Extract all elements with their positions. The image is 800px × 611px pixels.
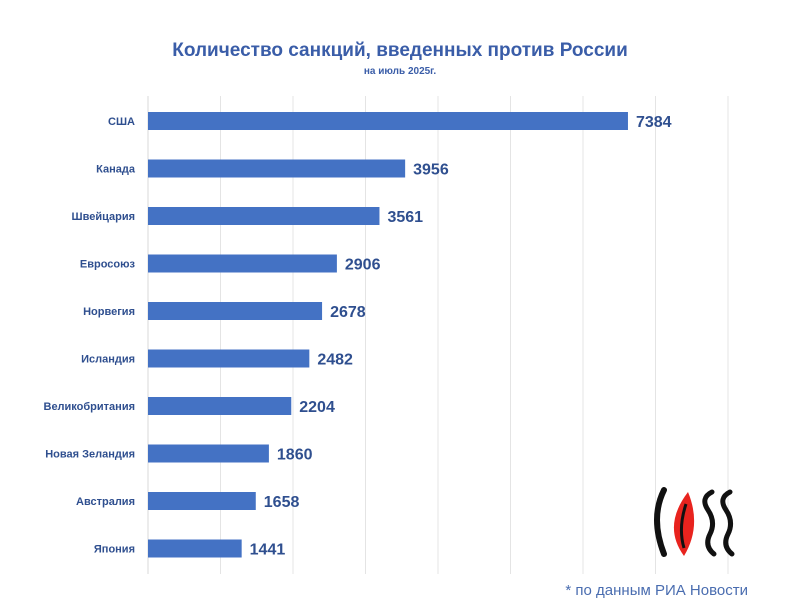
data-label: 3561: [387, 209, 423, 226]
category-label: Швейцария: [72, 211, 135, 223]
bar: [148, 159, 406, 178]
category-label: Великобритания: [44, 401, 136, 413]
data-label: 2678: [330, 304, 366, 321]
category-label: Норвегия: [83, 306, 135, 318]
bar: [148, 492, 256, 510]
data-label: 1441: [250, 542, 286, 559]
data-label: 1860: [277, 447, 313, 464]
category-label: Евросоюз: [80, 259, 136, 271]
bar: [148, 302, 323, 320]
cross-logo-icon: [654, 487, 735, 557]
category-label: Новая Зеландия: [45, 449, 135, 461]
source-note: * по данным РИА Новости: [565, 582, 748, 599]
category-label: Австралия: [76, 496, 135, 508]
bar: [148, 349, 310, 368]
data-label: 2906: [345, 257, 381, 274]
category-label: Исландия: [81, 354, 135, 366]
chart-subtitle: на июль 2025г.: [363, 66, 437, 77]
bar: [148, 207, 380, 225]
category-label: США: [108, 116, 135, 128]
data-label: 2204: [299, 399, 335, 416]
category-label: Япония: [94, 544, 135, 556]
bar: [148, 539, 242, 558]
data-label: 3956: [413, 162, 449, 179]
bar: [148, 444, 269, 463]
bar: [148, 397, 292, 415]
category-label: Канада: [96, 164, 136, 176]
data-label: 1658: [264, 494, 300, 511]
bar: [148, 112, 628, 130]
chart-title: Количество санкций, введенных против Рос…: [172, 40, 628, 61]
data-label: 2482: [317, 352, 353, 369]
bar: [148, 254, 337, 273]
data-label: 7384: [636, 114, 672, 131]
